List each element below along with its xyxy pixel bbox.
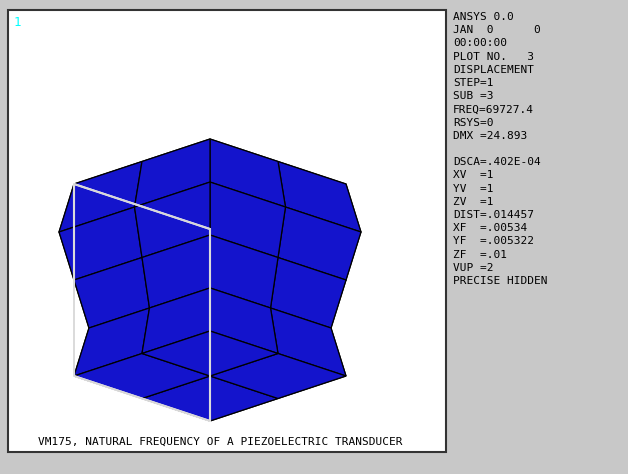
Text: VM175, NATURAL FREQUENCY OF A PIEZOELECTRIC TRANSDUCER: VM175, NATURAL FREQUENCY OF A PIEZOELECT…	[38, 437, 403, 447]
Polygon shape	[134, 207, 210, 282]
Polygon shape	[142, 184, 278, 229]
Text: SUB =3: SUB =3	[453, 91, 494, 101]
Text: PRECISE HIDDEN: PRECISE HIDDEN	[453, 276, 548, 286]
Polygon shape	[134, 139, 210, 207]
Polygon shape	[271, 280, 346, 348]
Polygon shape	[74, 354, 210, 399]
Text: XF  =.00534: XF =.00534	[453, 223, 528, 233]
Text: DISPLACEMENT: DISPLACEMENT	[453, 65, 534, 75]
Text: RSYS=0: RSYS=0	[453, 118, 494, 128]
Bar	[8, 10, 446, 452]
Polygon shape	[210, 207, 286, 282]
Polygon shape	[271, 308, 346, 376]
Polygon shape	[59, 184, 142, 257]
Polygon shape	[142, 331, 278, 376]
Polygon shape	[134, 257, 210, 325]
Polygon shape	[134, 182, 210, 257]
Bar	[8, 10, 446, 452]
Polygon shape	[142, 235, 210, 308]
Polygon shape	[210, 288, 278, 354]
Polygon shape	[74, 308, 149, 376]
Polygon shape	[74, 257, 149, 328]
Polygon shape	[271, 328, 346, 399]
Polygon shape	[271, 257, 346, 328]
Polygon shape	[210, 182, 286, 257]
Polygon shape	[74, 328, 149, 399]
Text: JAN  0      0: JAN 0 0	[453, 25, 541, 35]
Polygon shape	[142, 302, 210, 368]
Text: DMX =24.893: DMX =24.893	[453, 131, 528, 141]
Polygon shape	[210, 302, 278, 368]
Text: VUP =2: VUP =2	[453, 263, 494, 273]
Polygon shape	[142, 288, 210, 354]
Polygon shape	[74, 162, 210, 207]
Text: 00:00:00: 00:00:00	[453, 38, 507, 48]
Text: FREQ=69727.4: FREQ=69727.4	[453, 104, 534, 114]
Text: YV  =1: YV =1	[453, 183, 494, 193]
Text: STEP=1: STEP=1	[453, 78, 494, 88]
Polygon shape	[142, 139, 278, 184]
Polygon shape	[210, 348, 278, 421]
Polygon shape	[210, 354, 346, 399]
Text: ZV  =1: ZV =1	[453, 197, 494, 207]
Polygon shape	[142, 348, 210, 421]
Polygon shape	[210, 235, 278, 308]
Text: ANSYS 0.0: ANSYS 0.0	[453, 12, 514, 22]
Polygon shape	[210, 162, 346, 207]
Text: 1: 1	[14, 16, 21, 29]
Polygon shape	[210, 257, 286, 325]
Polygon shape	[142, 376, 278, 421]
Text: DSCA=.402E-04: DSCA=.402E-04	[453, 157, 541, 167]
Polygon shape	[59, 232, 142, 302]
Text: XV  =1: XV =1	[453, 170, 494, 181]
Polygon shape	[59, 207, 142, 280]
Polygon shape	[59, 162, 142, 232]
Polygon shape	[278, 162, 361, 232]
Text: PLOT NO.   3: PLOT NO. 3	[453, 52, 534, 62]
Text: DIST=.014457: DIST=.014457	[453, 210, 534, 220]
Text: YF  =.005322: YF =.005322	[453, 237, 534, 246]
Polygon shape	[278, 232, 361, 302]
Polygon shape	[74, 280, 149, 348]
Text: ZF  =.01: ZF =.01	[453, 250, 507, 260]
Polygon shape	[210, 139, 286, 207]
Polygon shape	[278, 207, 361, 280]
Polygon shape	[278, 184, 361, 257]
